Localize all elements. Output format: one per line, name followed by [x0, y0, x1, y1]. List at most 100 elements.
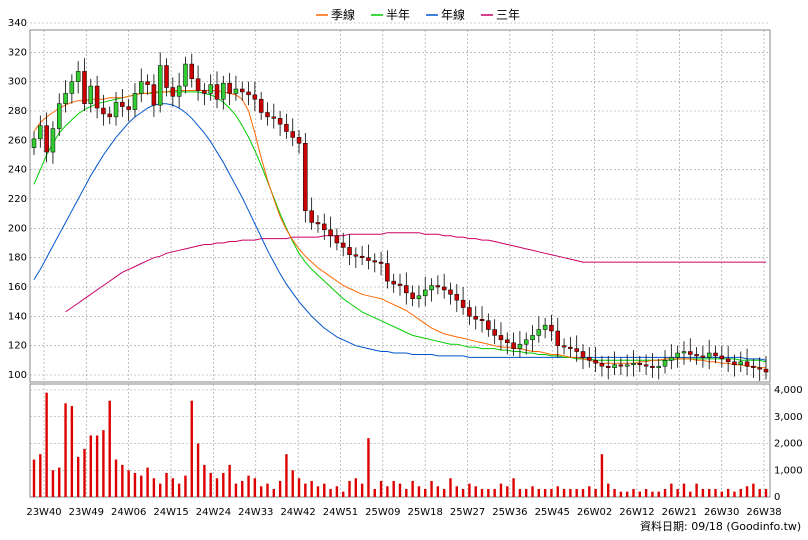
volume-bar	[304, 483, 307, 497]
candle-body	[107, 113, 112, 118]
legend-label-1: 半年	[386, 8, 410, 22]
candle-body	[233, 88, 239, 94]
candle-body	[372, 260, 378, 263]
volume-bar	[253, 478, 257, 497]
volume-bar	[64, 403, 67, 497]
volume-bar	[758, 488, 761, 497]
x-tick-label: 26W21	[662, 507, 697, 518]
volume-bar	[190, 400, 193, 497]
candle-body	[38, 125, 43, 140]
volume-bar	[581, 488, 585, 497]
candle-body	[75, 71, 81, 82]
volume-bar	[726, 488, 730, 497]
candle-body	[454, 294, 460, 301]
volume-bar	[259, 486, 263, 497]
ma-3year-line	[65, 232, 766, 313]
candle-body	[486, 320, 491, 330]
candle-body	[587, 357, 592, 361]
volume-bar	[657, 491, 660, 497]
volume-bar	[379, 480, 383, 497]
volume-bar	[525, 488, 528, 497]
volume-bar	[480, 488, 484, 497]
candle-body	[599, 363, 605, 367]
candle-body	[258, 99, 264, 113]
candle-body	[448, 289, 453, 295]
volume-bar	[241, 480, 244, 497]
x-tick-label: 26W02	[577, 507, 612, 518]
volume-bar	[234, 483, 238, 497]
volume-bar	[342, 491, 345, 497]
volume-bar	[222, 472, 225, 497]
x-tick-label: 24W24	[196, 507, 231, 518]
x-tick-label: 25W36	[492, 507, 527, 518]
price-tick-label: 260	[8, 135, 27, 146]
volume-bar	[411, 480, 414, 497]
legend-label-3: 三年	[496, 8, 520, 22]
volume-bar	[739, 488, 742, 497]
volume-bar	[733, 491, 736, 497]
volume-bar	[556, 486, 559, 497]
candle-body	[221, 82, 226, 100]
candle-body	[120, 101, 125, 107]
candle-body	[542, 324, 548, 330]
volume-bar	[499, 483, 503, 497]
volume-bar	[714, 488, 717, 497]
candle-body	[404, 285, 409, 294]
volume-bar	[316, 486, 320, 497]
candle-body	[189, 63, 195, 79]
price-tick-label: 120	[8, 341, 27, 352]
candle-body	[732, 361, 737, 365]
volume-bar	[266, 483, 269, 497]
x-tick-label: 26W12	[619, 507, 654, 518]
volume-bar	[121, 464, 124, 497]
candle-body	[574, 348, 579, 352]
volume-bar	[95, 435, 99, 497]
volume-bar	[720, 491, 724, 497]
volume-bar	[171, 478, 175, 497]
volume-bar	[215, 478, 219, 497]
candle-body	[650, 365, 655, 368]
candle-body	[347, 247, 352, 255]
candle-body	[176, 85, 182, 97]
price-tick-label: 300	[8, 77, 27, 88]
candle-body	[757, 367, 762, 370]
volume-bar	[651, 491, 654, 497]
volume-bar	[39, 454, 42, 497]
x-tick-label: 26W30	[704, 507, 739, 518]
candle-body	[751, 365, 756, 368]
price-tick-label: 200	[8, 223, 27, 234]
volume-bar	[695, 483, 698, 497]
x-tick-label: 24W42	[280, 507, 315, 518]
candle-body	[252, 94, 258, 100]
candle-body	[385, 263, 390, 282]
candle-body	[170, 87, 176, 97]
candle-body	[56, 103, 62, 129]
volume-bar	[386, 486, 389, 497]
price-tick-label: 240	[8, 165, 27, 176]
candle-body	[738, 361, 744, 365]
volume-tick-label: 0	[774, 492, 780, 503]
volume-bar	[442, 488, 446, 497]
volume-bar	[506, 486, 509, 497]
x-tick-label: 23W40	[26, 507, 61, 518]
candle-body	[624, 364, 630, 367]
candle-body	[517, 343, 523, 349]
candle-body	[208, 84, 213, 94]
volume-bar	[360, 483, 364, 497]
candle-body	[366, 257, 371, 261]
candle-body	[612, 364, 617, 368]
candle-body	[239, 88, 245, 93]
candle-body	[725, 358, 731, 363]
data-date-footer: 資料日期: 09/18 (Goodinfo.tw)	[640, 519, 801, 533]
candle-body	[467, 307, 472, 317]
volume-bar	[89, 435, 92, 497]
candle-body	[202, 90, 207, 94]
volume-bar	[32, 459, 36, 497]
candle-body	[31, 138, 37, 148]
volume-bar	[108, 400, 111, 497]
candle-body	[492, 329, 497, 336]
candle-body	[246, 91, 251, 96]
candle-body	[334, 235, 340, 244]
volume-bar	[752, 483, 755, 497]
x-tick-label: 26W38	[746, 507, 781, 518]
